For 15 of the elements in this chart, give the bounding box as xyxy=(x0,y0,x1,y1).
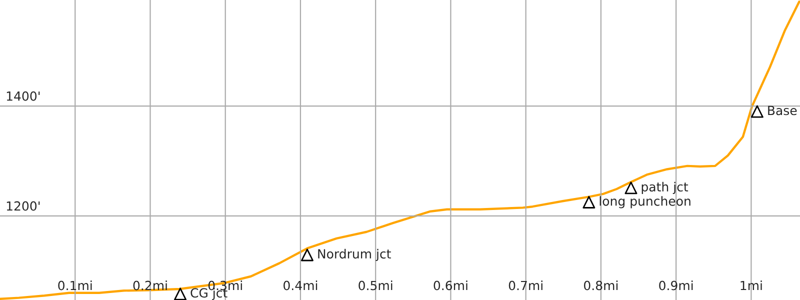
x-tick-label: 0.6mi xyxy=(434,280,468,290)
y-tick-label: 1200' xyxy=(6,201,40,211)
x-tick-label: 1mi xyxy=(740,280,762,290)
x-tick-label: 0.2mi xyxy=(133,280,167,290)
x-tick-label: 0.9mi xyxy=(659,280,693,290)
x-tick-label: 0.4mi xyxy=(284,280,318,290)
y-tick-label: 1400' xyxy=(6,91,40,101)
x-tick-label: 0.7mi xyxy=(508,280,542,290)
x-tick-label: 0.8mi xyxy=(584,280,618,290)
annotation: path jct xyxy=(642,182,688,194)
annotation: Base xyxy=(768,106,797,116)
x-tick-label: 0.5mi xyxy=(358,280,392,290)
annotation: Nordrum jct xyxy=(318,248,391,261)
annotation: long puncheon xyxy=(600,196,690,208)
x-tick-label: 0.1mi xyxy=(58,280,92,290)
